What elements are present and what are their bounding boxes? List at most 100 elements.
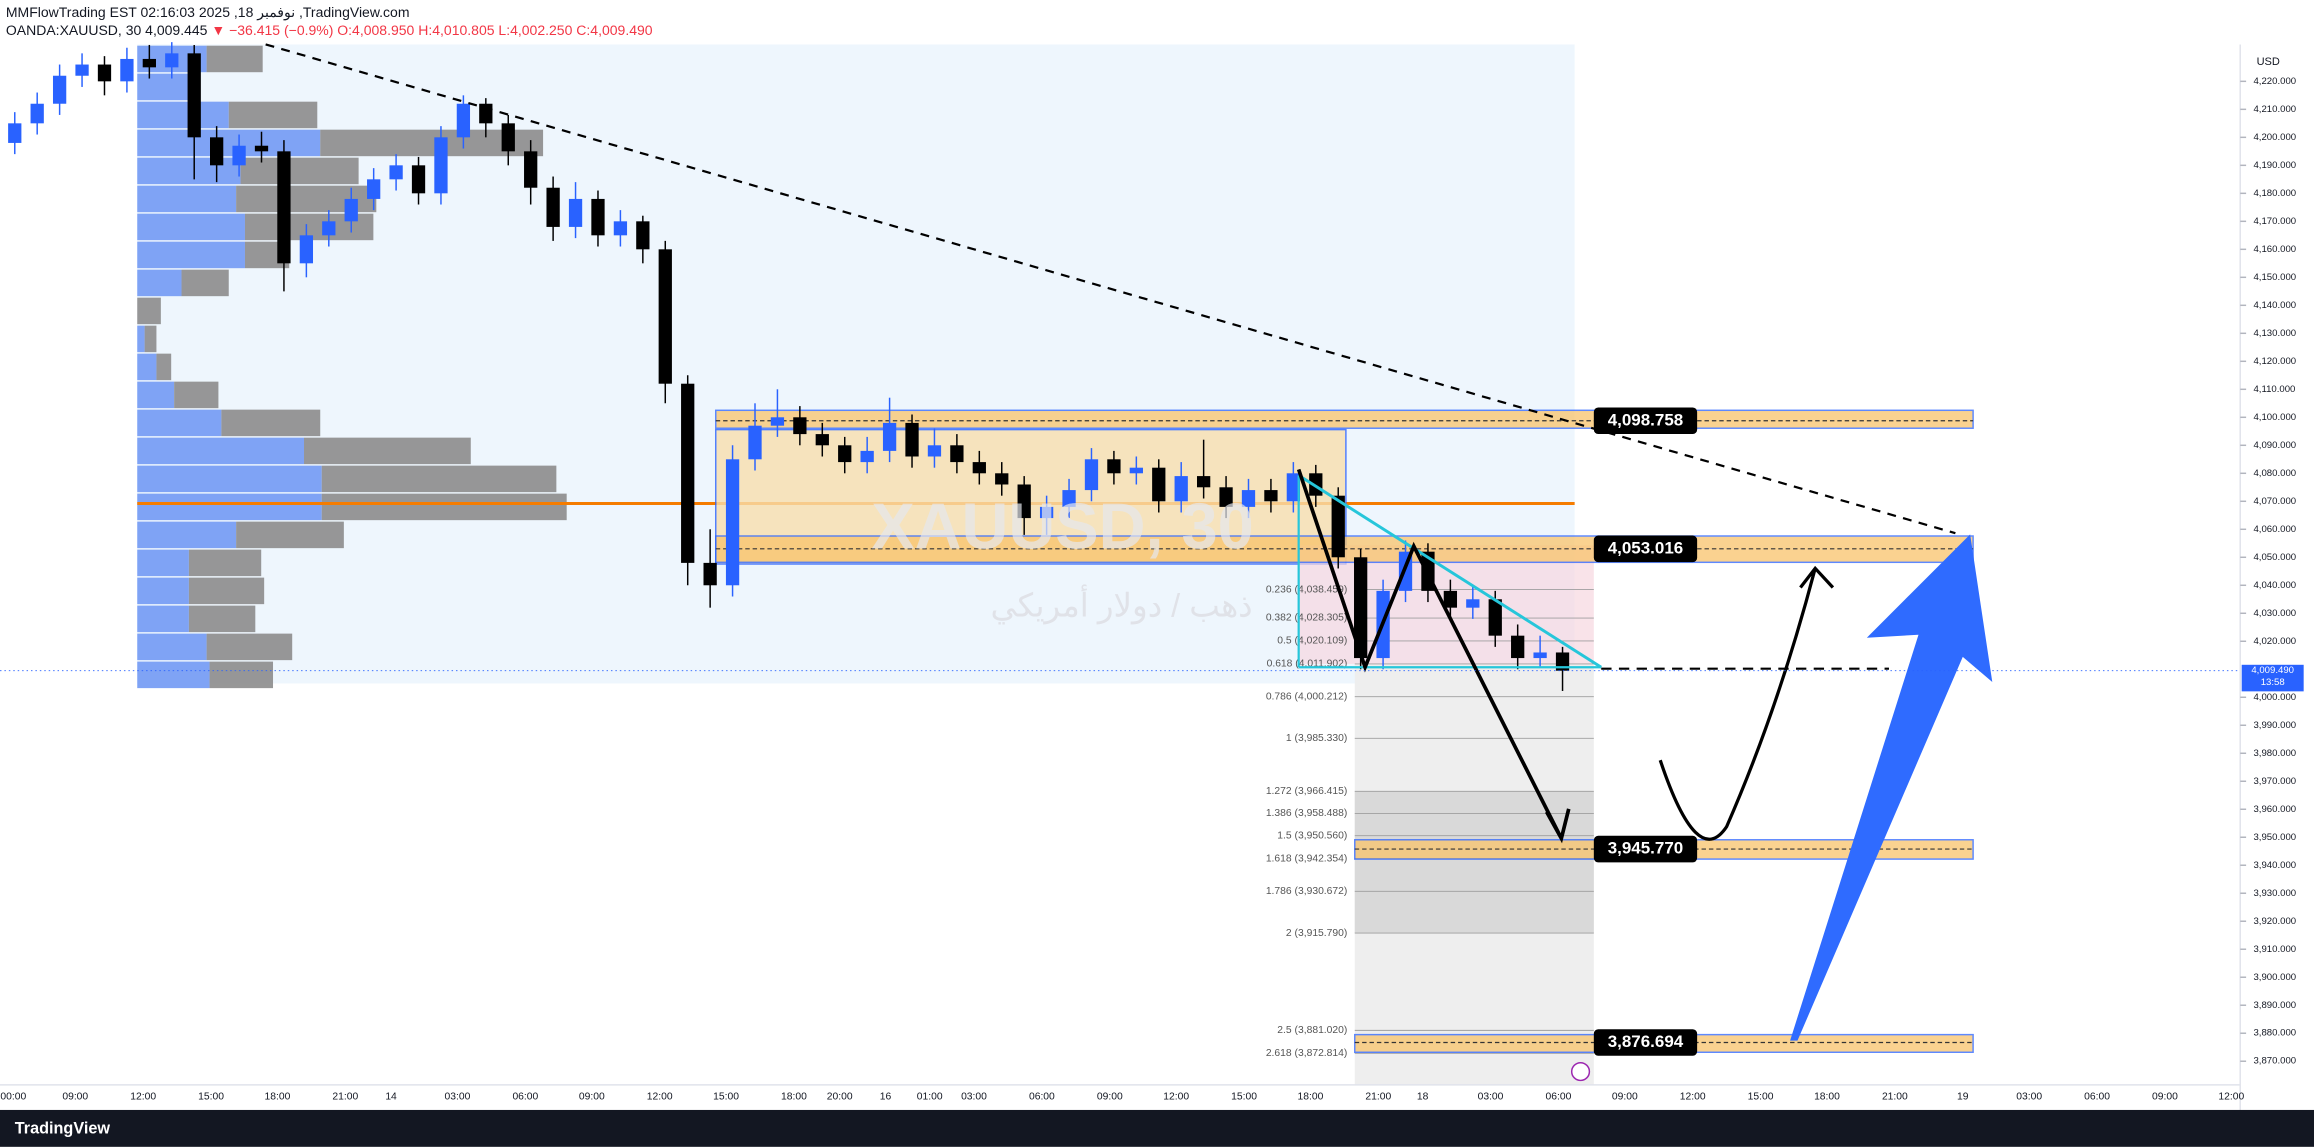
open: O:4,008.950: [337, 22, 414, 38]
candle-body: [613, 221, 628, 236]
y-tick-label: 4,220.000: [2253, 76, 2296, 87]
volume-up: [137, 185, 237, 213]
candle-body: [30, 103, 44, 124]
volume-up: [137, 269, 182, 297]
candle-body: [927, 445, 942, 457]
candle-body: [703, 562, 717, 586]
y-tick-label: 3,990.000: [2253, 720, 2296, 731]
trendline: [265, 43, 1956, 535]
y-tick-label: 4,070.000: [2253, 496, 2296, 507]
plot-area: 0.236 (4,038.459) 0.382 (4,028.305) 0.5 (4…: [8, 42, 1974, 1085]
candle-body: [1219, 487, 1233, 507]
fib-area-band: [1354, 791, 1594, 934]
volume-down: [228, 101, 318, 129]
y-tick-label: 4,050.000: [2253, 552, 2296, 563]
candle-body: [1443, 590, 1458, 608]
currency: USD: [2257, 56, 2280, 68]
x-tick-label: 18:00: [781, 1091, 807, 1102]
x-tick-label: 18:00: [265, 1091, 291, 1102]
fib-label: 0.236 (4,038.459): [1266, 584, 1348, 595]
x-tick-label: 03:00: [1478, 1091, 1504, 1102]
volume-up: [137, 577, 189, 605]
x-tick-label: 12:00: [647, 1091, 673, 1102]
y-tick-label: 4,180.000: [2253, 188, 2296, 199]
y-tick-label: 4,170.000: [2253, 216, 2296, 227]
y-tick-label: 3,870.000: [2253, 1056, 2296, 1067]
fib-label: 1.5 (3,950.560): [1277, 830, 1347, 841]
x-tick-label: 16: [880, 1091, 892, 1102]
candle-body: [1152, 467, 1166, 502]
volume-down: [181, 269, 229, 297]
y-tick-label: 4,210.000: [2253, 104, 2296, 115]
volume-up: [137, 157, 241, 185]
candle-body: [411, 165, 426, 194]
candle-body: [1331, 495, 1345, 558]
change: ▼ −36.415 (−0.9%): [211, 22, 333, 38]
volume-up: [137, 549, 189, 577]
y-tick-label: 4,060.000: [2253, 524, 2296, 535]
y-tick-label: 3,960.000: [2253, 804, 2296, 815]
x-tick-label: 15:00: [198, 1091, 224, 1102]
volume-up: [137, 213, 245, 241]
y-tick-label: 3,910.000: [2253, 944, 2296, 955]
y-tick-label: 4,080.000: [2253, 468, 2296, 479]
volume-down: [144, 325, 157, 353]
close: C:4,009.490: [576, 22, 652, 38]
level-label: 3,945.770: [1608, 839, 1684, 858]
x-tick-label: 14: [385, 1091, 397, 1102]
level-label-box: [1593, 407, 1698, 435]
header-line: MMFlowTrading EST 02:16:03 2025 ,18 نوفم…: [6, 4, 410, 21]
volume-up: [137, 325, 145, 353]
y-tick-label: 4,040.000: [2253, 580, 2296, 591]
candle-body: [1241, 490, 1256, 507]
y-tick-label: 3,920.000: [2253, 916, 2296, 927]
candle-body: [905, 422, 919, 457]
level-label-box: [1593, 835, 1698, 863]
x-tick-label: 18:00: [1298, 1091, 1324, 1102]
zigzag-arrow: [1296, 468, 1571, 844]
x-tick-label: 09:00: [1612, 1091, 1638, 1102]
volume-up: [137, 521, 237, 549]
price-axis: [2240, 44, 2314, 1110]
candle-body: [501, 123, 515, 152]
x-tick-label: 15:00: [1748, 1091, 1774, 1102]
volume-up: [137, 437, 305, 465]
candle-body: [1084, 459, 1099, 491]
x-tick-label: 01:00: [917, 1091, 943, 1102]
candle-body: [681, 383, 695, 563]
fib-label: 1.272 (3,966.415): [1266, 786, 1348, 797]
candle-body: [322, 221, 336, 236]
candle-body: [882, 422, 897, 451]
y-tick-label: 3,880.000: [2253, 1028, 2296, 1039]
fib-label: 2.618 (3,872.814): [1266, 1048, 1348, 1059]
candle-body: [1488, 599, 1502, 636]
candle-body: [1354, 557, 1368, 659]
current-price-box: [2241, 664, 2304, 692]
fib-label: 2.5 (3,881.020): [1277, 1025, 1347, 1036]
x-tick-label: 19: [1957, 1091, 1969, 1102]
level-label: 3,876.694: [1608, 1032, 1684, 1051]
fib-label: 1.786 (3,930.672): [1266, 886, 1348, 897]
candle-body: [97, 64, 112, 82]
fib-label: 0.382 (4,028.305): [1266, 613, 1348, 624]
y-tick-label: 4,140.000: [2253, 300, 2296, 311]
x-tick-label: 18:00: [1814, 1091, 1840, 1102]
fib-label: 1.618 (3,942.354): [1266, 853, 1348, 864]
candle-body: [725, 459, 740, 586]
volume-down: [304, 437, 471, 465]
x-tick-label: 03:00: [2016, 1091, 2042, 1102]
symbol-line: OANDA:XAUUSD, 30 4,009.445 ▼ −36.415 (−0…: [6, 22, 653, 38]
candle-body: [210, 137, 224, 166]
volume-down: [188, 549, 262, 577]
volume-up: [137, 381, 175, 409]
y-tick-label: 3,950.000: [2253, 832, 2296, 843]
volume-up: [137, 101, 229, 129]
x-tick-label: 20:00: [827, 1091, 853, 1102]
y-tick-label: 3,890.000: [2253, 1000, 2296, 1011]
volume-down: [321, 465, 557, 493]
y-tick-label: 4,100.000: [2253, 412, 2296, 423]
candle-body: [75, 64, 89, 76]
volume-up: [137, 465, 322, 493]
candle-body: [479, 103, 493, 124]
candle-body: [434, 137, 448, 194]
